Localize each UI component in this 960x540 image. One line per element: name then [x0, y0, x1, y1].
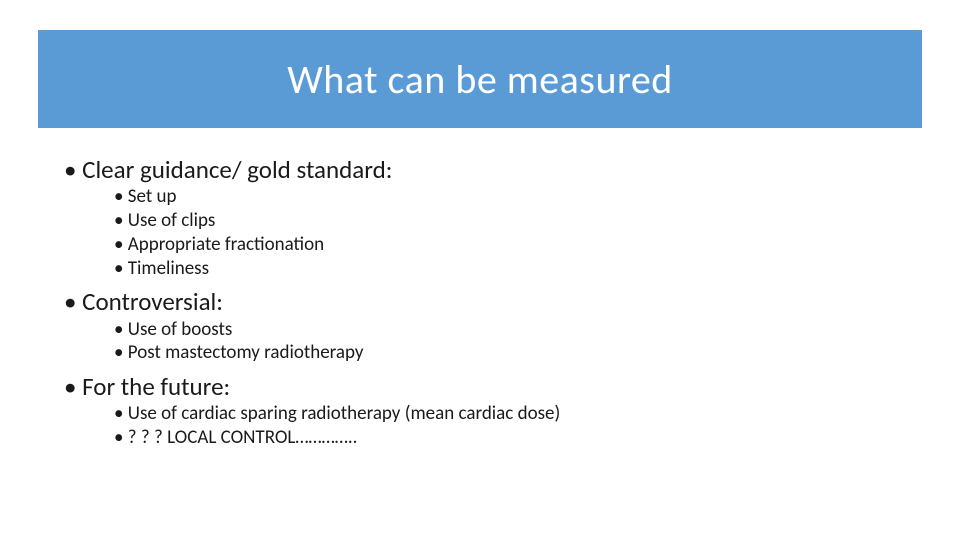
section-heading-clear-guidance: Clear guidance/ gold standard:: [60, 154, 900, 185]
bullet-item: Post mastectomy radiotherapy: [114, 341, 900, 365]
bullet-item: ? ? ? LOCAL CONTROL…………..: [114, 426, 900, 450]
bullet-item: Use of boosts: [114, 318, 900, 342]
section-heading-future: For the future:: [60, 371, 900, 402]
bullet-item: Use of clips: [114, 209, 900, 233]
bullet-item: Use of cardiac sparing radiotherapy (mea…: [114, 402, 900, 426]
bullet-item: Appropriate fractionation: [114, 233, 900, 257]
slide-title: What can be measured: [287, 55, 673, 104]
section-heading-controversial: Controversial:: [60, 286, 900, 317]
slide-content: Clear guidance/ gold standard: Set up Us…: [60, 148, 900, 450]
title-bar: What can be measured: [38, 30, 922, 128]
bullet-item: Timeliness: [114, 257, 900, 281]
bullet-item: Set up: [114, 185, 900, 209]
